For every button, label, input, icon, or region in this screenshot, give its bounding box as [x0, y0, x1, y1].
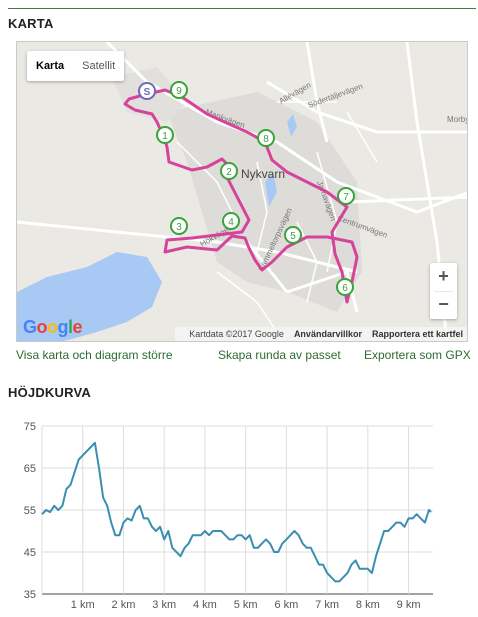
x-tick-label: 9 km — [397, 599, 421, 611]
elevation-chart[interactable]: 75 65 55 45 35 1 km 2 km 3 km 4 km 5 km 6 km 7 km 8 … — [0, 408, 478, 617]
zoom-out-button[interactable]: − — [438, 294, 449, 314]
svg-text:5: 5 — [290, 231, 296, 242]
show-bigger-link[interactable]: Visa karta och diagram större — [16, 348, 173, 362]
export-gpx-link[interactable]: Exportera som GPX — [364, 348, 471, 362]
create-round-link[interactable]: Skapa runda av passet — [218, 348, 341, 362]
x-tick-label: 4 km — [193, 599, 217, 611]
terms-link[interactable]: Användarvillkor — [293, 329, 362, 339]
km-marker-icon[interactable]: 8 — [257, 129, 275, 147]
svg-text:S: S — [144, 87, 151, 98]
town-label: Nykvarn — [241, 167, 285, 181]
route-markers[interactable]: S 1 2 3 4 5 6 — [138, 81, 355, 296]
y-tick-label: 55 — [24, 505, 36, 517]
top-divider — [8, 8, 476, 9]
svg-text:9: 9 — [176, 86, 182, 97]
y-tick-label: 35 — [24, 589, 36, 601]
svg-text:1: 1 — [162, 131, 168, 142]
map-type-control: Karta Satellit — [27, 51, 125, 81]
x-tick-label: 3 km — [152, 599, 176, 611]
svg-text:7: 7 — [343, 192, 349, 203]
road-label: Morby — [447, 115, 468, 124]
y-tick-label: 75 — [24, 421, 36, 433]
y-tick-label: 45 — [24, 547, 36, 559]
svg-text:6: 6 — [342, 283, 348, 294]
km-marker-icon[interactable]: 9 — [170, 81, 188, 99]
map-data-credit: Kartdata ©2017 Google — [189, 329, 284, 339]
zoom-divider — [434, 291, 453, 292]
km-marker-icon[interactable]: 1 — [156, 126, 174, 144]
map-type-satellite-button[interactable]: Satellit — [82, 60, 116, 72]
km-marker-icon[interactable]: 5 — [284, 226, 302, 244]
route-line — [123, 88, 359, 304]
elevation-section-title: HÖJDKURVA — [8, 385, 91, 400]
km-marker-icon[interactable]: 3 — [170, 217, 188, 235]
map-section-title: KARTA — [8, 16, 54, 31]
google-logo[interactable]: Google — [23, 317, 83, 337]
map-type-map-button[interactable]: Karta — [36, 60, 65, 72]
x-tick-label: 2 km — [112, 599, 136, 611]
zoom-in-button[interactable]: + — [438, 266, 449, 286]
svg-text:2: 2 — [226, 167, 232, 178]
map-attribution-bar: Kartdata ©2017 Google Användarvillkor Ra… — [175, 327, 467, 341]
zoom-control: + − — [430, 263, 457, 319]
svg-text:8: 8 — [263, 134, 269, 145]
km-marker-icon[interactable]: 6 — [336, 278, 354, 296]
x-tick-label: 6 km — [274, 599, 298, 611]
y-tick-label: 65 — [24, 463, 36, 475]
x-tick-label: 7 km — [315, 599, 339, 611]
svg-text:3: 3 — [176, 222, 182, 233]
km-marker-icon[interactable]: 7 — [337, 187, 355, 205]
x-tick-label: 1 km — [71, 599, 95, 611]
lake — [17, 252, 162, 341]
x-tick-label: 5 km — [234, 599, 258, 611]
map-view[interactable]: Nykvarn Allévägen Södertäljevägen Centru… — [16, 41, 468, 342]
x-tick-label: 8 km — [356, 599, 380, 611]
elevation-series-line — [41, 441, 432, 583]
svg-text:4: 4 — [228, 217, 234, 228]
km-marker-icon[interactable]: 2 — [220, 162, 238, 180]
report-map-error-link[interactable]: Rapportera ett kartfel — [371, 329, 463, 339]
km-marker-icon[interactable]: 4 — [222, 212, 240, 230]
marker-start-icon[interactable]: S — [138, 82, 156, 100]
map-canvas[interactable]: Nykvarn Allévägen Södertäljevägen Centru… — [17, 42, 468, 342]
